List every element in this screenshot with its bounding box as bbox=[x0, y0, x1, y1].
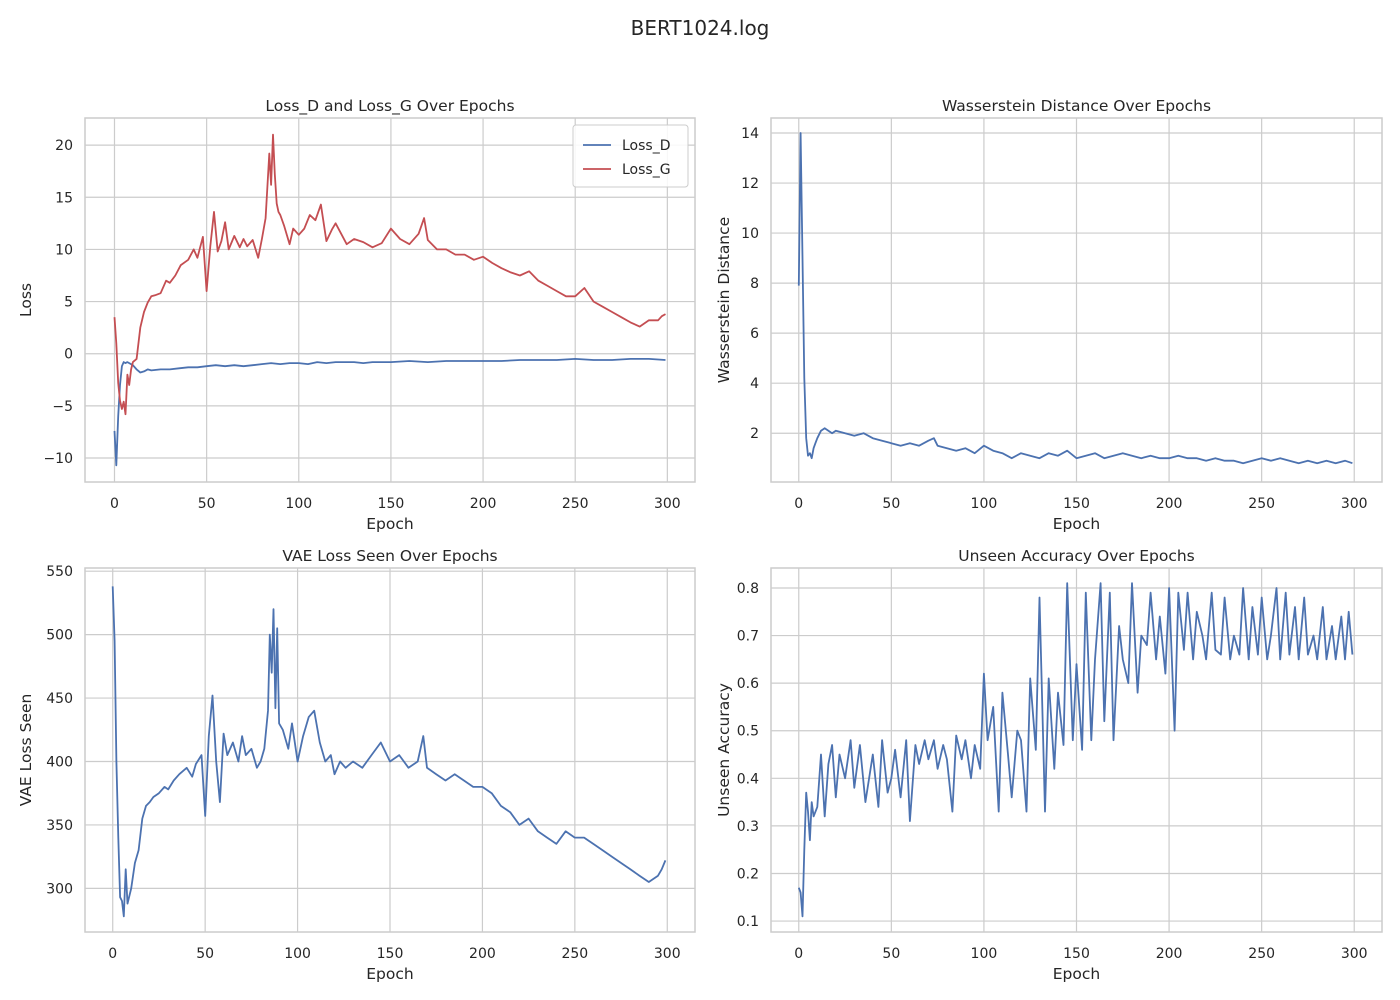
legend: Loss_D Loss_G bbox=[572, 124, 689, 188]
y-axis-label: Loss bbox=[17, 283, 35, 317]
x-axis-label: Epoch bbox=[366, 965, 413, 983]
chart-title: Wasserstein Distance Over Epochs bbox=[942, 97, 1211, 115]
x-tick-label: 0 bbox=[110, 496, 119, 512]
x-tick-label: 300 bbox=[1341, 496, 1368, 512]
x-tick-label: 50 bbox=[196, 946, 214, 962]
y-tick-label: −10 bbox=[43, 451, 73, 467]
series-line-loss-d bbox=[113, 357, 666, 467]
y-tick-label: 6 bbox=[750, 326, 759, 342]
y-axis-label: VAE Loss Seen bbox=[17, 694, 35, 807]
panel-loss: 0 50 100 150 200 250 300 −10 −5 0 5 10 15 20 Loss_D an… bbox=[17, 97, 696, 533]
x-tick-label: 200 bbox=[469, 946, 496, 962]
x-tick-label: 100 bbox=[971, 496, 998, 512]
y-tick-label: 500 bbox=[46, 628, 73, 644]
y-tick-label: 10 bbox=[55, 242, 73, 258]
y-tick-label: −5 bbox=[52, 399, 73, 415]
series-line bbox=[111, 586, 667, 918]
y-axis-label: Unseen Accuracy bbox=[715, 683, 733, 817]
x-tick-label: 200 bbox=[1156, 496, 1183, 512]
x-tick-label: 100 bbox=[285, 496, 312, 512]
y-tick-label: 10 bbox=[741, 226, 759, 242]
y-tick-label: 0.2 bbox=[737, 866, 759, 882]
y-tick-label: 4 bbox=[750, 376, 759, 392]
x-tick-label: 300 bbox=[1341, 946, 1368, 962]
x-tick-label: 300 bbox=[654, 496, 681, 512]
y-tick-label: 350 bbox=[46, 818, 73, 834]
series-line bbox=[797, 132, 1353, 465]
panel-wasserstein: 0 50 100 150 200 250 300 2 4 6 8 10 12 14 Wasserstein … bbox=[715, 97, 1383, 533]
x-tick-label: 0 bbox=[108, 946, 117, 962]
y-tick-label: 2 bbox=[750, 426, 759, 442]
legend-frame bbox=[572, 124, 689, 188]
y-tick-label: 12 bbox=[741, 176, 759, 192]
y-tick-label: 0.4 bbox=[737, 771, 759, 787]
y-tick-label: 450 bbox=[46, 691, 73, 707]
x-tick-label: 100 bbox=[284, 946, 311, 962]
x-axis-label: Epoch bbox=[1053, 965, 1100, 983]
legend-label-loss-g: Loss_G bbox=[622, 162, 671, 178]
y-tick-label: 15 bbox=[55, 190, 73, 206]
x-tick-label: 250 bbox=[1248, 496, 1275, 512]
axes-frame bbox=[770, 567, 1383, 933]
x-tick-label: 250 bbox=[562, 496, 589, 512]
x-tick-label: 50 bbox=[882, 946, 900, 962]
series-line bbox=[797, 582, 1354, 918]
y-axis-label: Wasserstein Distance bbox=[715, 217, 733, 383]
x-axis-label: Epoch bbox=[366, 515, 413, 533]
chart-title: Loss_D and Loss_G Over Epochs bbox=[265, 97, 514, 116]
panel-unseen-accuracy: 0 50 100 150 200 250 300 0.1 0.2 0.3 0.4 0.5 0.6 0.7 0… bbox=[715, 547, 1383, 983]
y-tick-label: 0.3 bbox=[737, 819, 759, 835]
x-tick-label: 200 bbox=[470, 496, 497, 512]
y-tick-label: 14 bbox=[741, 126, 759, 142]
y-tick-label: 5 bbox=[64, 295, 73, 311]
legend-label-loss-d: Loss_D bbox=[622, 138, 671, 154]
figure-title: BERT1024.log bbox=[630, 16, 770, 40]
chart-title: Unseen Accuracy Over Epochs bbox=[958, 547, 1195, 565]
x-tick-label: 150 bbox=[377, 946, 404, 962]
x-tick-label: 200 bbox=[1156, 946, 1183, 962]
axes-frame bbox=[84, 567, 696, 933]
x-tick-label: 250 bbox=[1248, 946, 1275, 962]
y-tick-label: 550 bbox=[46, 564, 73, 580]
x-axis-label: Epoch bbox=[1053, 515, 1100, 533]
y-tick-label: 0.6 bbox=[737, 676, 759, 692]
x-tick-label: 150 bbox=[378, 496, 405, 512]
x-tick-label: 150 bbox=[1063, 496, 1090, 512]
x-tick-label: 250 bbox=[561, 946, 588, 962]
y-tick-label: 0.1 bbox=[737, 914, 759, 930]
panel-vae-loss: 0 50 100 150 200 250 300 300 350 400 450 500 550 VAE … bbox=[17, 547, 696, 983]
x-tick-label: 0 bbox=[794, 946, 803, 962]
x-tick-label: 100 bbox=[971, 946, 998, 962]
x-tick-label: 50 bbox=[882, 496, 900, 512]
y-tick-label: 0.7 bbox=[737, 629, 759, 645]
y-tick-label: 400 bbox=[46, 754, 73, 770]
y-tick-label: 0.8 bbox=[737, 581, 759, 597]
x-tick-label: 50 bbox=[198, 496, 216, 512]
x-tick-label: 300 bbox=[654, 946, 681, 962]
y-tick-label: 300 bbox=[46, 881, 73, 897]
axes-frame bbox=[770, 117, 1383, 483]
x-tick-label: 150 bbox=[1063, 946, 1090, 962]
y-tick-label: 20 bbox=[55, 138, 73, 154]
y-tick-label: 0 bbox=[64, 347, 73, 363]
y-tick-label: 8 bbox=[750, 276, 759, 292]
y-tick-label: 0.5 bbox=[737, 724, 759, 740]
chart-title: VAE Loss Seen Over Epochs bbox=[282, 547, 497, 565]
x-tick-label: 0 bbox=[794, 496, 803, 512]
series-line-loss-g bbox=[113, 133, 666, 416]
axes-frame bbox=[84, 117, 696, 483]
